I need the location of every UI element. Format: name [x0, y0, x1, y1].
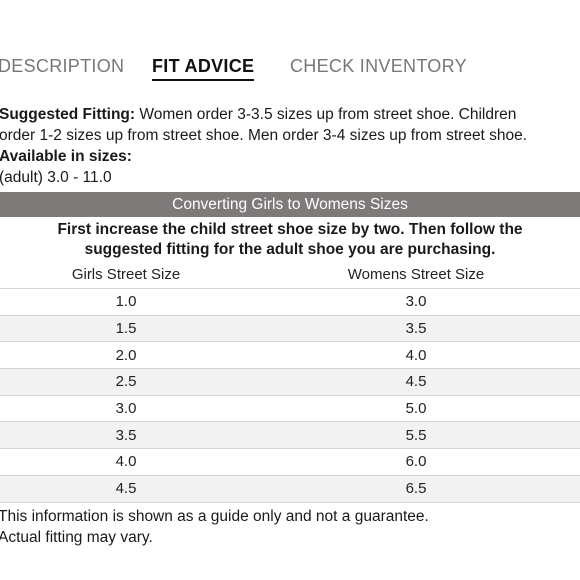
table-row: 3.5 5.5	[0, 421, 580, 449]
conversion-header: Converting Girls to Womens Sizes	[0, 192, 580, 217]
womens-size-cell: 6.0	[252, 448, 580, 476]
disclaimer: This information is shown as a guide onl…	[0, 506, 429, 548]
womens-size-cell: 6.5	[252, 474, 580, 503]
table-row: 3.0 5.0	[0, 394, 580, 422]
table-row: 4.0 6.0	[0, 448, 580, 476]
table-header-row: Girls Street Size Womens Street Size	[0, 260, 580, 289]
column-header-girls: Girls Street Size	[71, 265, 181, 283]
suggested-fitting-line2: order 1-2 sizes up from street shoe. Men…	[0, 127, 528, 144]
girls-size-cell: 4.5	[0, 474, 252, 503]
available-sizes-label: Available in sizes:	[0, 148, 132, 165]
womens-size-cell: 4.0	[252, 341, 580, 369]
size-conversion-table: Girls Street Size Womens Street Size 1.0…	[0, 260, 580, 503]
available-sizes-value: (adult) 3.0 - 11.0	[0, 169, 112, 186]
girls-size-cell: 2.5	[0, 368, 252, 396]
conversion-instruction: First increase the child street shoe siz…	[57, 221, 523, 258]
fitting-info: Suggested Fitting: Women order 3-3.5 siz…	[0, 104, 580, 188]
womens-size-cell: 3.0	[252, 288, 580, 316]
tab-description[interactable]: DESCRIPTION	[0, 56, 125, 76]
womens-size-cell: 3.5	[252, 314, 580, 342]
table-row: 2.0 4.0	[0, 341, 580, 369]
suggested-fitting-text: Women order 3-3.5 sizes up from street s…	[135, 106, 517, 123]
girls-size-cell: 3.0	[0, 394, 252, 422]
girls-size-cell: 4.0	[0, 448, 252, 476]
table-row: 2.5 4.5	[0, 368, 580, 396]
girls-size-cell: 1.5	[0, 314, 252, 342]
table-row: 1.0 3.0	[0, 288, 580, 316]
girls-size-cell: 1.0	[0, 288, 252, 316]
disclaimer-line2: Actual fitting may vary.	[0, 529, 153, 546]
womens-size-cell: 4.5	[252, 368, 580, 396]
suggested-fitting-line1: Suggested Fitting: Women order 3-3.5 siz…	[0, 104, 580, 125]
girls-size-cell: 2.0	[0, 341, 252, 369]
womens-size-cell: 5.0	[252, 394, 580, 422]
tab-bar: DESCRIPTION FIT ADVICE CHECK INVENTORY	[0, 56, 580, 82]
tab-fit-advice[interactable]: FIT ADVICE	[152, 56, 255, 81]
womens-size-cell: 5.5	[252, 421, 580, 449]
suggested-fitting-label: Suggested Fitting:	[0, 106, 136, 123]
tab-check-inventory[interactable]: CHECK INVENTORY	[290, 56, 467, 76]
girls-size-cell: 3.5	[0, 421, 252, 449]
column-header-womens: Womens Street Size	[347, 265, 485, 283]
table-row: 1.5 3.5	[0, 314, 580, 342]
table-row: 4.5 6.5	[0, 474, 580, 503]
disclaimer-line1: This information is shown as a guide onl…	[0, 508, 429, 525]
